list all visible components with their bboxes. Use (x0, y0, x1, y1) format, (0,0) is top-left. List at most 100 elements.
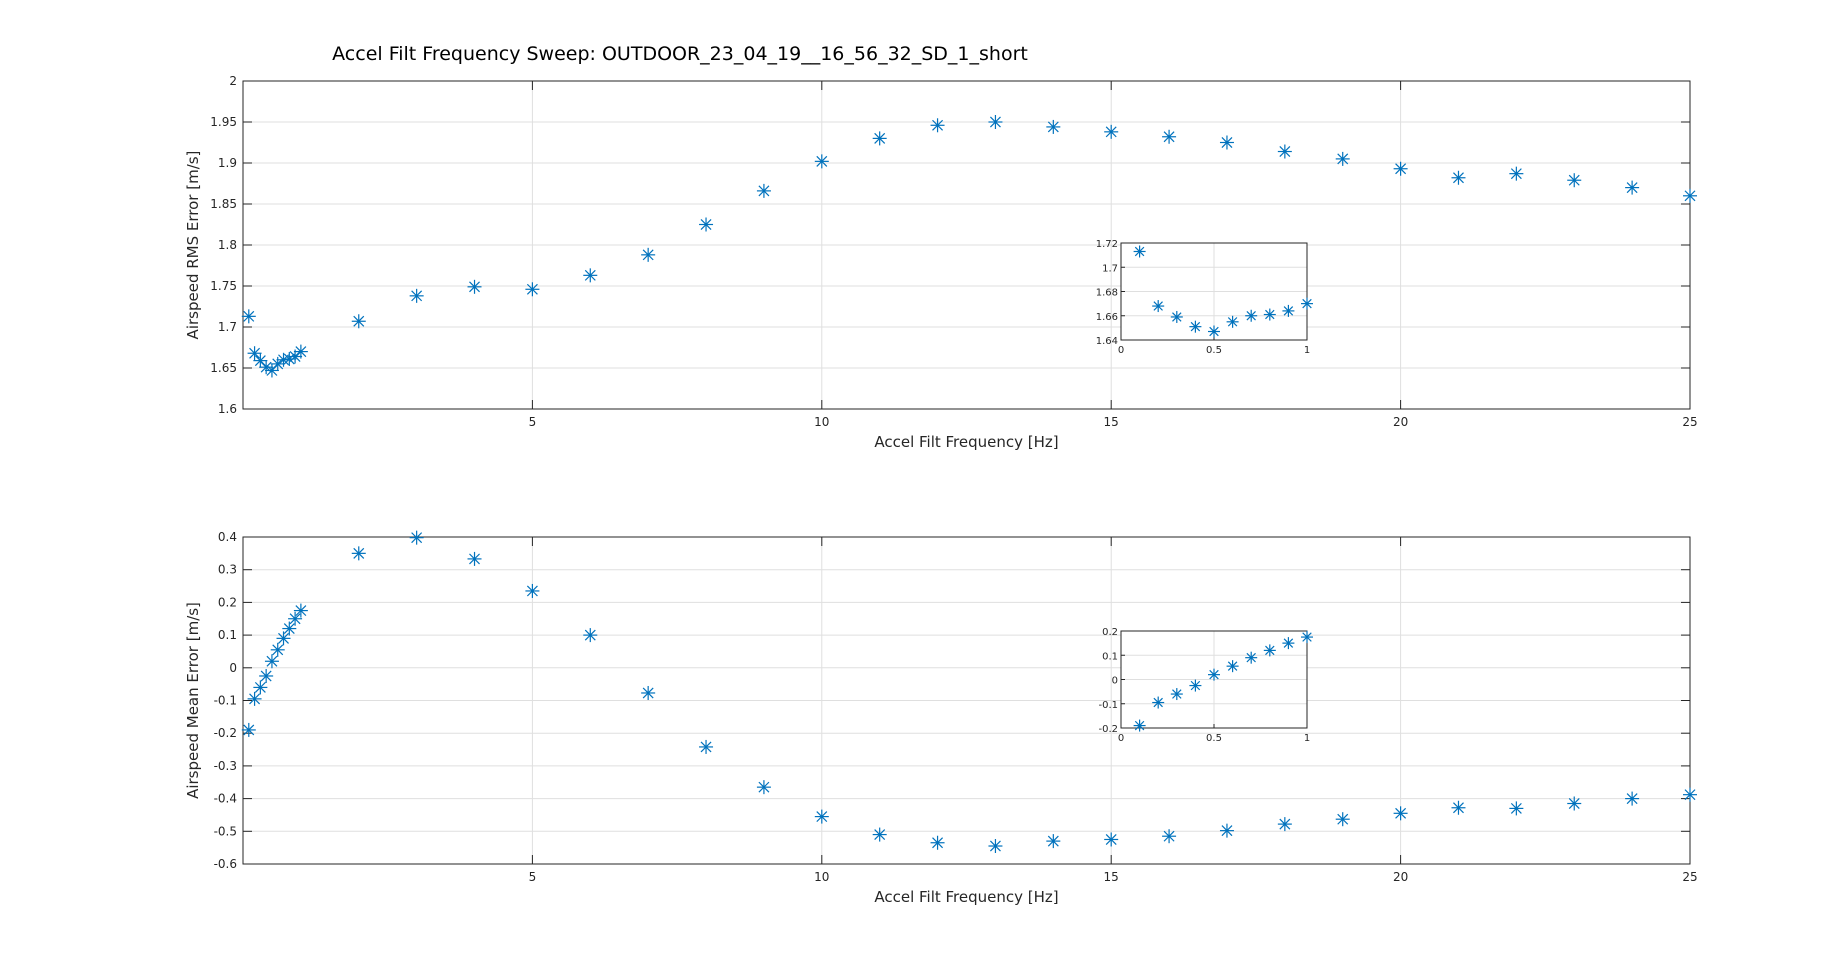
data-point (288, 611, 303, 626)
x-tick-label: 25 (1682, 415, 1697, 429)
x-tick-label: 10 (814, 415, 829, 429)
data-point (1451, 800, 1466, 815)
data-point (351, 314, 366, 329)
data-point (1104, 832, 1119, 847)
data-point (1625, 791, 1640, 806)
data-point (1451, 170, 1466, 185)
inset-x-tick-label: 1 (1304, 733, 1310, 744)
inset-y-tick-label: 0.1 (1102, 651, 1118, 662)
data-point (1625, 180, 1640, 195)
data-point (1277, 817, 1292, 832)
inset-data-point (1226, 660, 1239, 673)
data-point (1567, 173, 1582, 188)
inset-data-point (1263, 308, 1276, 321)
data-point (699, 739, 714, 754)
data-point (270, 642, 285, 657)
y-tick-label: 1.65 (210, 361, 237, 375)
data-point (1335, 151, 1350, 166)
data-point (525, 583, 540, 598)
inset-x-tick-label: 0.5 (1206, 733, 1222, 744)
inset-data-point (1133, 719, 1146, 732)
data-point (641, 685, 656, 700)
y-tick-label: 0.3 (218, 563, 237, 577)
data-point (1162, 129, 1177, 144)
data-point (241, 722, 256, 737)
inset-data-point (1170, 310, 1183, 323)
x-tick-label: 20 (1393, 870, 1408, 884)
data-point (930, 118, 945, 133)
x-axis-label: Accel Filt Frequency [Hz] (874, 888, 1058, 906)
data-point (1219, 135, 1234, 150)
y-tick-label: -0.4 (214, 792, 237, 806)
x-axis-label: Accel Filt Frequency [Hz] (874, 433, 1058, 451)
data-point (1046, 834, 1061, 849)
data-point (699, 217, 714, 232)
inset-plot: 0 0.5 1 -0.2 -0.1 0 0.1 0.2 (1098, 627, 1313, 744)
data-point (1104, 124, 1119, 139)
inset-y-tick-label: 0 (1112, 676, 1118, 687)
y-tick-label: 2 (229, 74, 237, 88)
inset-y-tick-label: 1.7 (1102, 263, 1118, 274)
y-axis-label: Airspeed Mean Error [m/s] (184, 602, 202, 799)
data-point (259, 668, 274, 683)
y-tick-label: 1.7 (218, 320, 237, 334)
data-point (247, 691, 262, 706)
data-point (872, 827, 887, 842)
inset-data-point (1189, 320, 1202, 333)
data-point (467, 551, 482, 566)
data-point (814, 809, 829, 824)
inset-data-point (1263, 644, 1276, 657)
inset-data-point (1301, 297, 1313, 310)
data-point (1219, 823, 1234, 838)
y-tick-label: -0.2 (214, 726, 237, 740)
data-point (1509, 801, 1524, 816)
x-tick-label: 5 (529, 870, 537, 884)
y-tick-label: 1.8 (218, 238, 237, 252)
data-point (1046, 119, 1061, 134)
inset-y-tick-label: 1.66 (1096, 312, 1118, 323)
data-point (409, 288, 424, 303)
y-tick-label: -0.6 (214, 857, 237, 871)
data-point (583, 628, 598, 643)
data-point (814, 154, 829, 169)
data-point (756, 183, 771, 198)
inset-x-tick-label: 1 (1304, 345, 1310, 356)
inset-data-point (1282, 304, 1295, 317)
data-point (641, 247, 656, 262)
data-point (1567, 796, 1582, 811)
data-point (1335, 812, 1350, 827)
y-tick-label: -0.3 (214, 759, 237, 773)
inset-y-tick-label: -0.1 (1098, 700, 1118, 711)
y-tick-label: 1.95 (210, 115, 237, 129)
inset-y-tick-label: 1.64 (1096, 336, 1118, 347)
inset-x-tick-label: 0 (1118, 345, 1124, 356)
y-tick-label: 0 (229, 661, 237, 675)
y-tick-label: -0.1 (214, 694, 237, 708)
rms-error-plot: 5 10 15 20 251.61.651.71.751.81.851.91.952Ac… (184, 74, 1698, 451)
x-tick-label: 5 (529, 415, 537, 429)
data-point (276, 631, 291, 646)
inset-data-point (1170, 688, 1183, 701)
figure-title: Accel Filt Frequency Sweep: OUTDOOR_23_0… (332, 43, 1028, 65)
inset-data-point (1152, 300, 1165, 313)
data-point (525, 282, 540, 297)
data-point (988, 839, 1003, 854)
data-point (409, 530, 424, 545)
inset-data-point (1226, 315, 1239, 328)
inset-data-point (1208, 325, 1220, 338)
x-tick-label: 15 (1104, 870, 1119, 884)
data-point (282, 621, 297, 636)
inset-data-point (1208, 668, 1220, 681)
mean-error-plot: 5 10 15 20 25-0.6-0.5-0.4-0.3-0.2-0.100.10.2… (184, 530, 1698, 906)
x-tick-label: 15 (1104, 415, 1119, 429)
inset-data-point (1152, 696, 1165, 709)
data-point (1683, 787, 1697, 802)
y-tick-label: -0.5 (214, 824, 237, 838)
y-tick-label: 0.4 (218, 530, 237, 544)
data-point (293, 344, 308, 359)
data-point (241, 309, 256, 324)
data-point (1393, 161, 1408, 176)
data-point (253, 680, 268, 695)
data-point (351, 546, 366, 561)
